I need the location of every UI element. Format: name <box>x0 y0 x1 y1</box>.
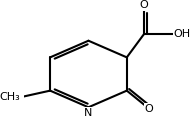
Text: CH₃: CH₃ <box>0 92 20 102</box>
Text: O: O <box>139 0 148 10</box>
Text: N: N <box>84 108 93 118</box>
Text: OH: OH <box>174 29 191 39</box>
Text: O: O <box>145 104 153 114</box>
